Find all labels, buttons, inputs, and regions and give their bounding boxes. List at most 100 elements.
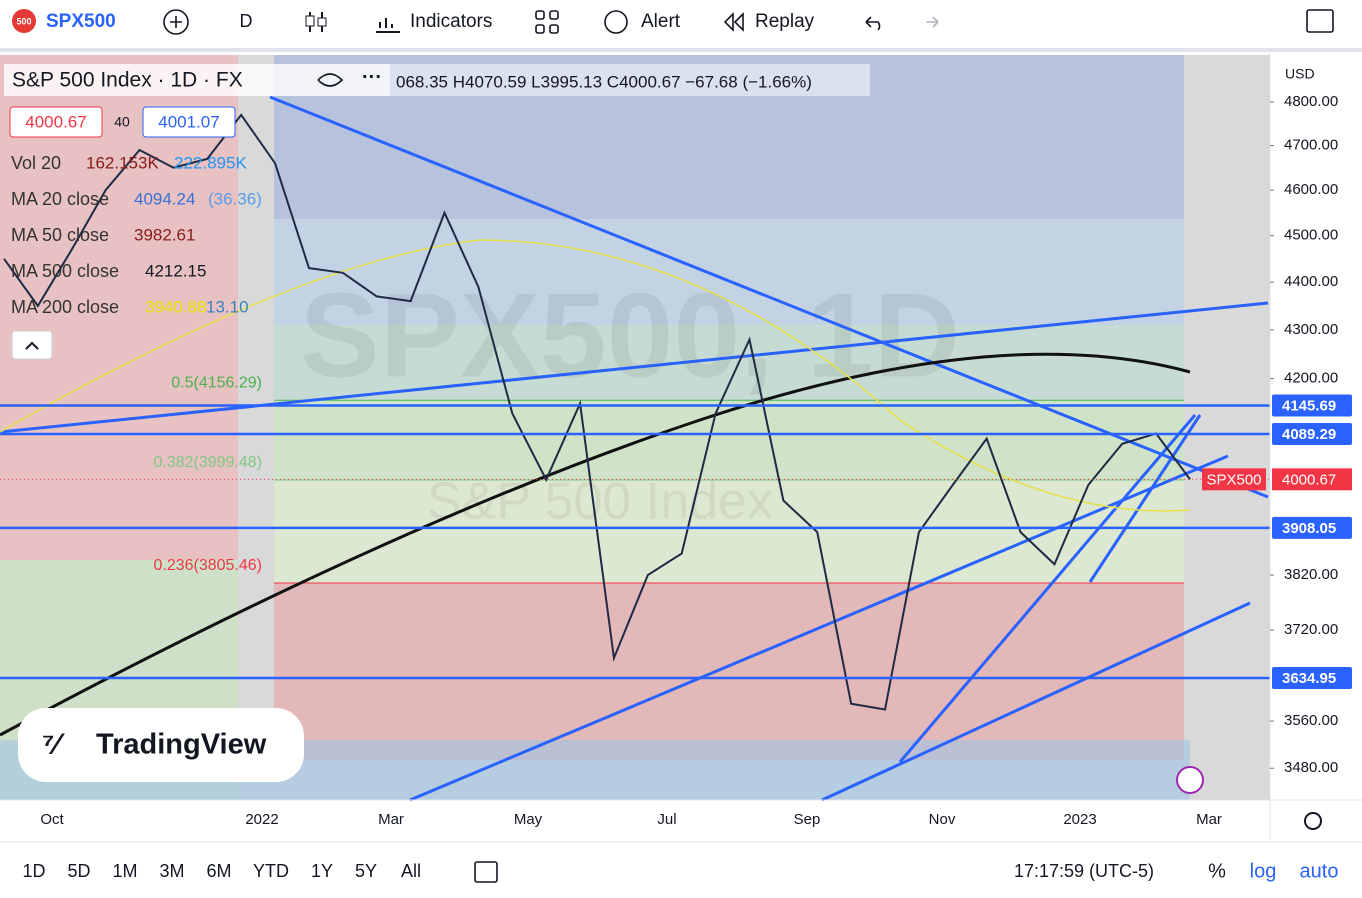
- x-tick-label: 2022: [245, 811, 278, 828]
- y-tick-label: 3820.00: [1284, 566, 1338, 583]
- x-tick-label: Mar: [1196, 811, 1222, 828]
- level-tag: [1272, 422, 1352, 445]
- symbol-tag: [1202, 468, 1266, 491]
- symbol-badge[interactable]: [12, 9, 36, 33]
- level-tag: [1272, 666, 1352, 689]
- range-button[interactable]: 1Y: [311, 861, 333, 881]
- zone: [274, 400, 1184, 480]
- indicator-name: MA 500 close: [11, 261, 119, 281]
- last-price-tag: [1272, 468, 1352, 491]
- legend-bg: [390, 64, 870, 96]
- plus-icon: [170, 16, 182, 28]
- symbol-tag-label: SPX500: [1206, 471, 1261, 488]
- logo: TradingView: [96, 729, 267, 761]
- indicator-value: 3982.61: [134, 225, 195, 244]
- collapse[interactable]: [11, 330, 53, 360]
- zone: [274, 479, 1184, 583]
- x-tick-label: Nov: [929, 811, 956, 828]
- add-symbol[interactable]: [163, 9, 189, 35]
- watermark: S&P 500 Index: [427, 473, 773, 531]
- trend-line: [269, 95, 1269, 499]
- fib-label: 0.5(4156.29): [171, 374, 262, 391]
- indicator-value: 4212.15: [145, 261, 206, 280]
- y-tick-label: 4500.00: [1284, 227, 1338, 244]
- indicator-value: (36.36): [208, 189, 262, 208]
- logo-box: [18, 708, 304, 782]
- log[interactable]: log: [1250, 860, 1277, 882]
- zone: [274, 219, 1184, 325]
- ma200-line: [0, 239, 1191, 512]
- indicators-button[interactable]: Indicators: [410, 11, 492, 32]
- ask: 4001.07: [158, 112, 219, 131]
- last-price-label: 4000.67: [1282, 471, 1336, 488]
- zone: [274, 582, 1184, 760]
- bottom-bar: [0, 842, 1362, 898]
- range-button[interactable]: 3M: [159, 861, 184, 881]
- y-tick-label: 3480.00: [1284, 759, 1338, 776]
- price-line: [3, 113, 1191, 711]
- symbol[interactable]: SPX500: [46, 11, 116, 32]
- bid-box: [9, 106, 103, 138]
- y-tick-label: 4300.00: [1284, 321, 1338, 338]
- y-tick-label: 4800.00: [1284, 93, 1338, 110]
- indicator-value: 3940.88: [145, 297, 206, 316]
- percent[interactable]: %: [1208, 860, 1226, 882]
- range-button[interactable]: 6M: [206, 861, 231, 881]
- range-button[interactable]: 1M: [112, 861, 137, 881]
- legend-ohlc: 068.35 H4070.59 L3995.13 C4000.67 −67.68…: [396, 72, 812, 91]
- legend-bg: [4, 64, 390, 96]
- settings[interactable]: [1304, 812, 1322, 830]
- y-tick-label: 4400.00: [1284, 273, 1338, 290]
- fullscreen[interactable]: [1306, 9, 1334, 33]
- x-tick-label: 2023: [1063, 811, 1096, 828]
- level-tag: [1272, 516, 1352, 539]
- bid: 4000.67: [25, 112, 86, 131]
- redo[interactable]: [926, 16, 939, 28]
- more[interactable]: ···: [362, 66, 382, 88]
- layout-icon[interactable]: [535, 10, 559, 34]
- interval[interactable]: D: [240, 11, 253, 31]
- indicator-name: Vol 20: [11, 153, 61, 173]
- fib-label: 0.382(3999.48): [153, 454, 262, 471]
- candle-icon: [305, 15, 315, 27]
- range-button[interactable]: 1D: [22, 861, 45, 881]
- toolbar-border: [0, 48, 1362, 52]
- trend-line: [898, 414, 1197, 763]
- alert-button[interactable]: Alert: [641, 11, 681, 32]
- eye[interactable]: [317, 73, 344, 87]
- legend-title: S&P 500 Index · 1D · FX: [12, 69, 243, 92]
- x-tick-label: Jul: [657, 811, 676, 828]
- level-label: 4089.29: [1282, 426, 1336, 443]
- trend-line: [1088, 414, 1202, 583]
- level-label: 3908.05: [1282, 520, 1336, 537]
- y-tick-label: 4600.00: [1284, 181, 1338, 198]
- indicator-value: 222.895K: [174, 153, 247, 172]
- trend-line: [0, 301, 1269, 434]
- range-button[interactable]: All: [401, 861, 421, 881]
- lightning[interactable]: [1176, 766, 1204, 794]
- y-tick-label: 4700.00: [1284, 137, 1338, 154]
- undo[interactable]: [865, 16, 881, 31]
- indicator-value: 162.153K: [86, 153, 159, 172]
- auto[interactable]: auto: [1300, 860, 1339, 882]
- replay-icon: [723, 12, 744, 32]
- indicator-name: MA 50 close: [11, 225, 109, 245]
- indicator-value: 4094.24: [134, 189, 195, 208]
- currency: USD: [1285, 66, 1315, 82]
- range-button[interactable]: 5D: [67, 861, 90, 881]
- trend-line: [409, 454, 1229, 802]
- chevron: [25, 341, 39, 350]
- indicator-name: MA 20 close: [11, 189, 109, 209]
- trend-line: [821, 601, 1251, 802]
- range-button[interactable]: YTD: [253, 861, 289, 881]
- replay-button[interactable]: Replay: [755, 11, 815, 32]
- level-tag: [1272, 394, 1352, 417]
- spread: 40: [114, 114, 130, 130]
- x-tick-label: Mar: [378, 811, 404, 828]
- zone: [0, 55, 238, 560]
- ma500-line: [0, 352, 1191, 737]
- date-range[interactable]: [474, 861, 498, 883]
- level-label: 4145.69: [1282, 398, 1336, 415]
- clock: 17:17:59 (UTC-5): [1014, 861, 1154, 881]
- range-button[interactable]: 5Y: [355, 861, 377, 881]
